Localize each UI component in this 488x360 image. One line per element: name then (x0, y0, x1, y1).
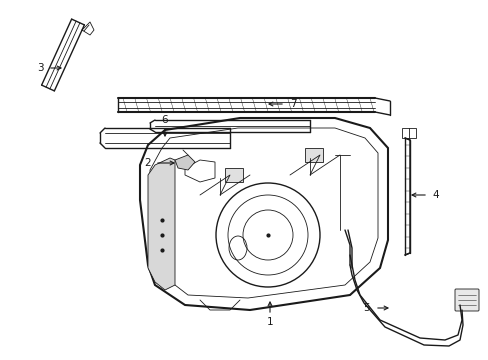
Text: 5: 5 (362, 303, 368, 313)
Bar (305, 148, 323, 162)
FancyBboxPatch shape (454, 289, 478, 311)
Polygon shape (148, 158, 175, 290)
Bar (224, 168, 243, 182)
Bar (401, 128, 415, 138)
Text: 3: 3 (37, 63, 43, 73)
Text: 6: 6 (162, 115, 168, 125)
Text: 7: 7 (289, 99, 296, 109)
Polygon shape (175, 155, 195, 170)
Text: 4: 4 (432, 190, 438, 200)
Text: 1: 1 (266, 317, 273, 327)
Text: 2: 2 (144, 158, 151, 168)
